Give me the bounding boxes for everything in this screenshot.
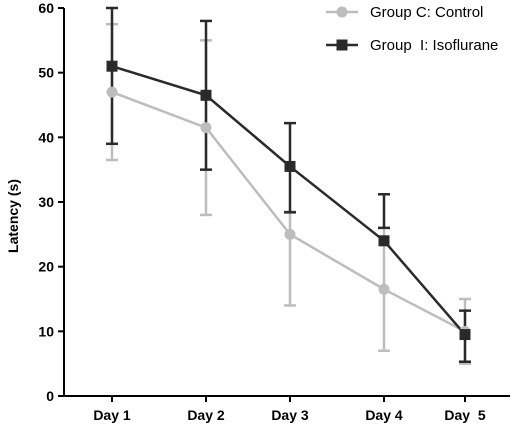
y-tick-label: 30 <box>38 194 54 210</box>
data-point-control <box>200 122 212 134</box>
x-ticks-layer: Day 1 Day 2 Day 3 Day 4 Day 5 <box>93 396 486 423</box>
legend-label: Group C: Control <box>370 4 483 21</box>
x-tick-label: Day 2 <box>187 407 225 423</box>
data-point-isoflurane <box>459 329 471 341</box>
y-tick-label: 10 <box>38 323 54 339</box>
legend-label: Group I: Isoflurane <box>370 37 498 54</box>
legend-marker-square <box>336 39 348 51</box>
data-point-isoflurane <box>200 89 212 101</box>
series-line-isoflurane <box>111 65 466 336</box>
y-tick-label: 60 <box>38 0 54 16</box>
y-ticks-layer: 0 10 20 30 40 50 60 <box>38 0 64 404</box>
y-tick-label: 40 <box>38 129 54 145</box>
x-tick-label: Day 3 <box>271 407 309 423</box>
axes-layer <box>63 8 510 397</box>
series-lines-layer <box>111 65 466 336</box>
legend: Group C: Control Group I: Isoflurane <box>326 4 498 54</box>
data-point-isoflurane <box>284 160 296 172</box>
x-tick-label: Day 5 <box>444 407 485 423</box>
y-tick-label: 20 <box>38 259 54 275</box>
x-tick-label: Day 4 <box>365 407 403 423</box>
data-markers-layer <box>106 60 471 341</box>
data-point-control <box>378 283 390 295</box>
data-point-control <box>284 228 296 240</box>
y-tick-label: 50 <box>38 65 54 81</box>
data-point-isoflurane <box>378 235 390 247</box>
y-axis-title: Latency (s) <box>5 179 21 253</box>
x-tick-label: Day 1 <box>93 407 131 423</box>
data-point-isoflurane <box>106 60 118 72</box>
y-tick-label: 0 <box>46 388 54 404</box>
legend-marker-circle <box>336 6 348 18</box>
error-bars-layer <box>106 6 471 365</box>
data-point-control <box>106 86 118 98</box>
